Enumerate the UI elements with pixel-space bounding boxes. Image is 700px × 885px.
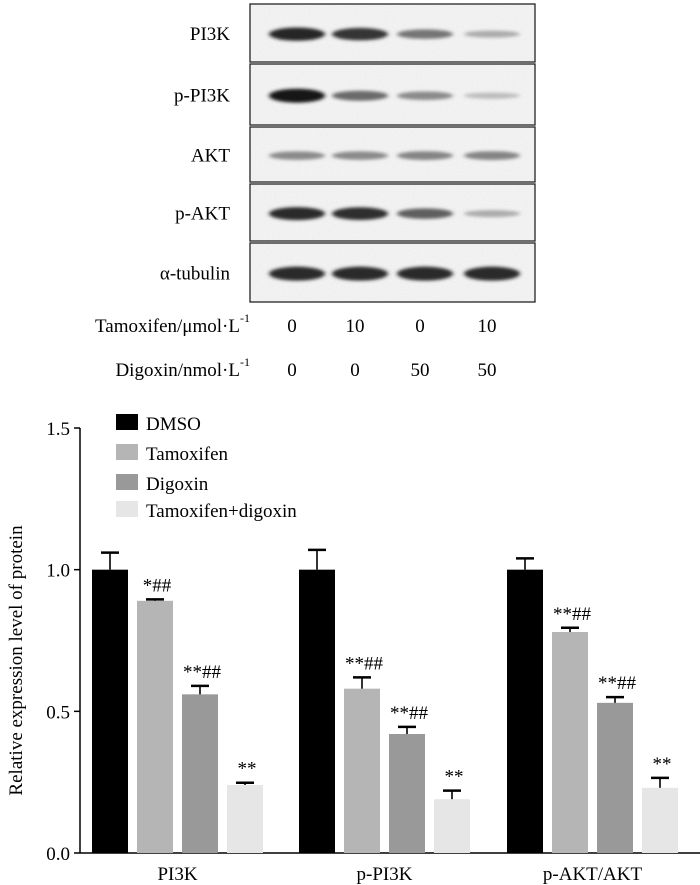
x-tick-label: p-PI3K bbox=[357, 864, 413, 885]
x-tick-label: p-AKT/AKT bbox=[543, 864, 643, 885]
blot-band bbox=[464, 30, 520, 38]
blot-band bbox=[269, 88, 325, 103]
legend-item: Tamoxifen+digoxin bbox=[116, 501, 297, 522]
blot-band bbox=[397, 266, 453, 281]
blot-band bbox=[397, 151, 453, 161]
significance-label: ** bbox=[445, 767, 464, 788]
bar bbox=[344, 688, 380, 853]
blot-band bbox=[332, 151, 388, 160]
western-blot-panel: PI3K p-PI3K AKT p-AKT α-tubulin Tamoxifen/μmo… bbox=[95, 3, 536, 381]
treatment-label-superscript: -1 bbox=[240, 311, 250, 325]
bar bbox=[597, 702, 633, 853]
blot-band bbox=[332, 90, 388, 101]
bar-chart-panel: 0.0 0.5 1.0 1.5 Relative expression level of… bbox=[6, 414, 700, 885]
legend-label: Digoxin bbox=[146, 474, 209, 495]
blot-row-label: AKT bbox=[191, 146, 230, 167]
legend-swatch bbox=[116, 474, 138, 490]
blot-band bbox=[464, 266, 520, 281]
bar bbox=[642, 787, 678, 853]
blot-band bbox=[332, 266, 388, 281]
legend-swatch bbox=[116, 501, 138, 517]
treatment-value: 0 bbox=[287, 316, 297, 337]
treatment-value: 0 bbox=[287, 360, 297, 381]
blot-band bbox=[332, 207, 388, 221]
y-tick-label: 1.5 bbox=[46, 419, 70, 440]
bar bbox=[389, 734, 425, 853]
treatment-value: 50 bbox=[411, 360, 430, 381]
treatment-label-superscript: -1 bbox=[240, 355, 250, 369]
blot-row: α-tubulin bbox=[160, 242, 536, 303]
blot-band bbox=[397, 208, 453, 219]
bar bbox=[137, 600, 173, 853]
bar bbox=[92, 569, 128, 853]
blot-band bbox=[332, 27, 388, 41]
blot-row: p-PI3K bbox=[174, 63, 536, 126]
significance-label: **## bbox=[553, 604, 592, 625]
y-tick-label: 0.0 bbox=[46, 844, 70, 865]
legend-label: DMSO bbox=[146, 414, 201, 435]
bar-group: **## **## ** p-PI3K bbox=[299, 548, 470, 885]
blot-band bbox=[397, 91, 453, 100]
bar-group: *## **## ** PI3K bbox=[92, 551, 263, 885]
bar-group: **## **## ** p-AKT/AKT bbox=[507, 557, 678, 885]
bar bbox=[507, 569, 543, 853]
legend-label: Tamoxifen bbox=[146, 444, 229, 465]
blot-row: p-AKT bbox=[175, 183, 536, 242]
legend-label: Tamoxifen+digoxin bbox=[146, 501, 297, 522]
blot-band bbox=[269, 266, 325, 281]
blot-row: AKT bbox=[191, 126, 536, 183]
bar bbox=[552, 632, 588, 853]
legend-swatch bbox=[116, 444, 138, 460]
bar bbox=[227, 785, 263, 853]
x-tick-label: PI3K bbox=[157, 864, 197, 885]
bar bbox=[182, 694, 218, 853]
treatment-row: Digoxin/nmol·L-1 0 0 50 50 bbox=[115, 355, 496, 381]
significance-label: *## bbox=[143, 575, 172, 596]
blot-band bbox=[269, 27, 325, 41]
bar bbox=[434, 799, 470, 853]
legend-item: Tamoxifen bbox=[116, 444, 229, 465]
bar bbox=[299, 569, 335, 853]
blot-row-label: α-tubulin bbox=[160, 264, 231, 285]
blot-row-label: p-PI3K bbox=[174, 86, 230, 107]
significance-label: **## bbox=[345, 653, 384, 674]
significance-label: **## bbox=[183, 662, 222, 683]
significance-label: **## bbox=[390, 703, 429, 724]
y-tick-label: 1.0 bbox=[46, 561, 70, 582]
legend-item: DMSO bbox=[116, 414, 201, 435]
significance-label: ** bbox=[653, 754, 672, 775]
legend: DMSO Tamoxifen Digoxin Tamoxifen+digoxin bbox=[116, 414, 297, 522]
blot-band bbox=[464, 92, 520, 99]
legend-swatch bbox=[116, 414, 138, 430]
blot-row: PI3K bbox=[190, 3, 536, 63]
treatment-row: Tamoxifen/μmol·L-1 0 10 0 10 bbox=[95, 311, 497, 337]
y-axis-label: Relative expression level of protein bbox=[6, 525, 27, 796]
blot-row-label: PI3K bbox=[190, 24, 230, 45]
legend-item: Digoxin bbox=[116, 474, 209, 495]
blot-band bbox=[269, 151, 325, 160]
treatment-value: 10 bbox=[346, 316, 365, 337]
blot-band bbox=[269, 207, 325, 221]
treatment-value: 0 bbox=[350, 360, 360, 381]
significance-label: **## bbox=[598, 673, 637, 694]
treatment-label: Digoxin/nmol·L-1 bbox=[115, 355, 250, 381]
blot-band bbox=[397, 29, 453, 39]
significance-label: ** bbox=[238, 759, 257, 780]
treatment-label: Tamoxifen/μmol·L-1 bbox=[95, 311, 250, 337]
treatment-value: 10 bbox=[478, 316, 497, 337]
blot-band bbox=[464, 210, 520, 218]
y-tick-label: 0.5 bbox=[46, 702, 70, 723]
treatment-value: 50 bbox=[478, 360, 497, 381]
blot-row-label: p-AKT bbox=[175, 204, 230, 225]
treatment-value: 0 bbox=[415, 316, 425, 337]
blot-band bbox=[464, 151, 520, 161]
